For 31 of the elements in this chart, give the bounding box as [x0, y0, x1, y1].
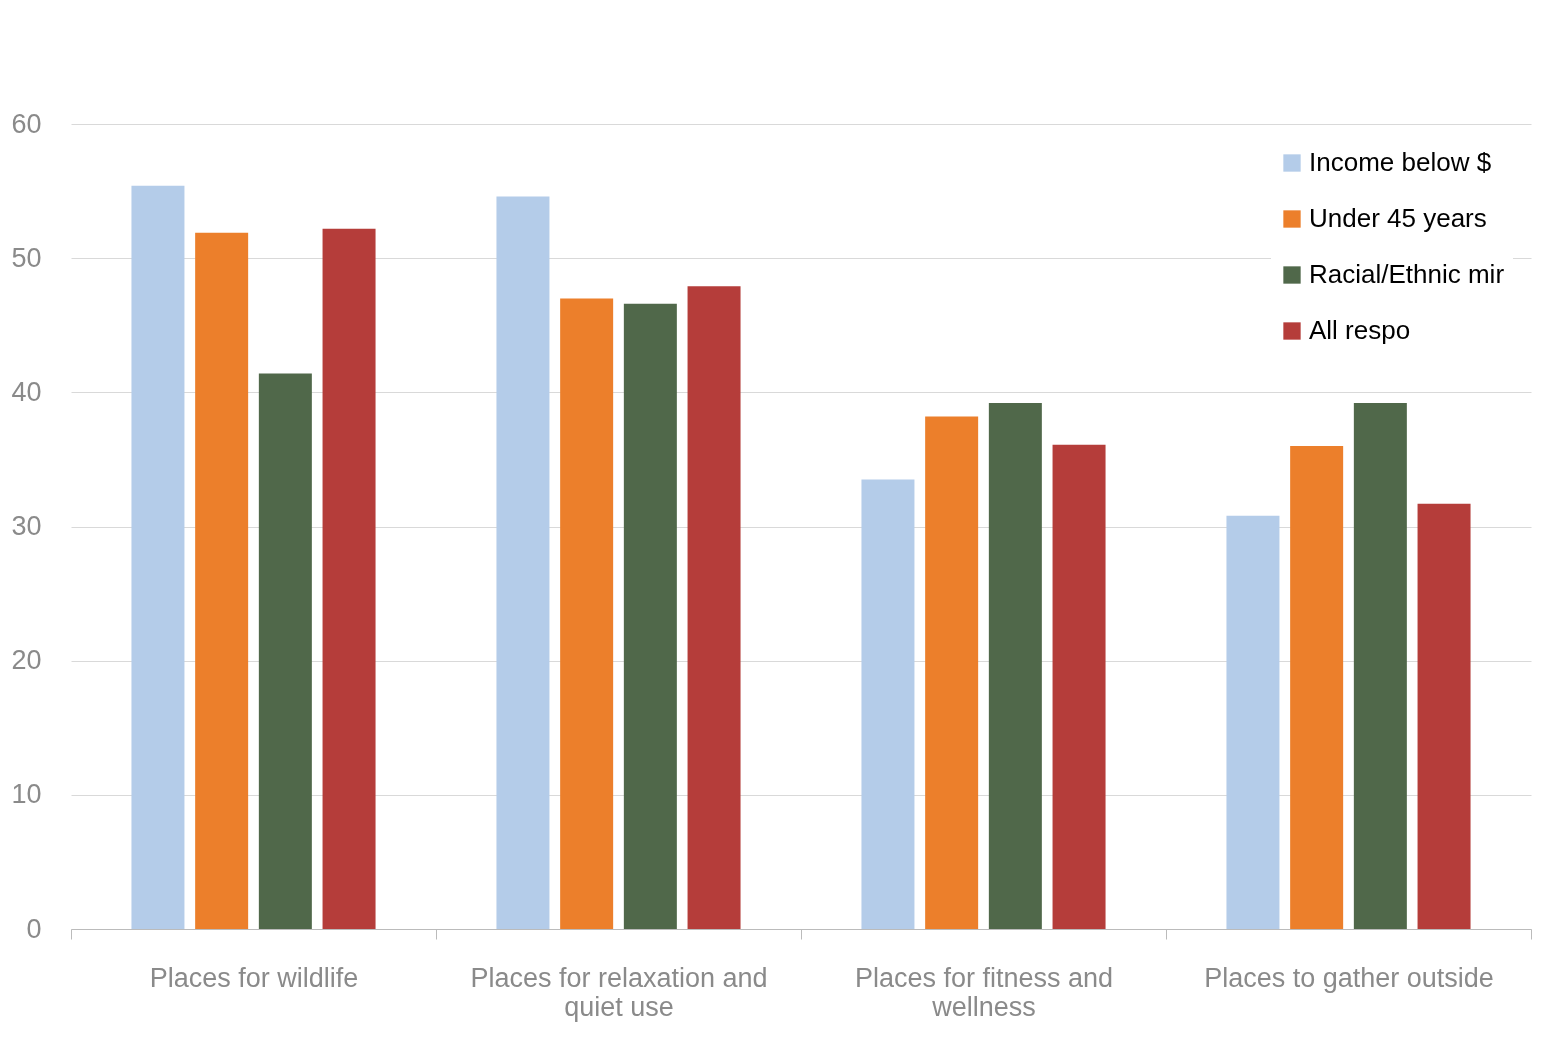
bar [195, 232, 249, 929]
x-tick-label: Places for relaxation and quiet use [470, 962, 768, 1022]
y-tick-label: 50 [11, 242, 42, 273]
bar [560, 298, 614, 929]
legend-label: Under 45 years [1309, 203, 1487, 233]
x-tick-label: Places for fitness and wellness [854, 962, 1114, 1022]
y-tick-label: 0 [26, 913, 42, 944]
bar [1290, 446, 1344, 929]
y-tick-label: 30 [11, 511, 42, 541]
bar [1353, 403, 1407, 929]
x-tick-label: Places for wildlife [149, 962, 359, 993]
y-tick-label: 40 [11, 376, 42, 407]
y-tick-label: 60 [11, 108, 42, 139]
bar [925, 416, 979, 929]
bar [1052, 444, 1106, 929]
bar [1417, 503, 1471, 929]
x-tick-label: Places to gather outside [1204, 962, 1494, 993]
bar [687, 286, 741, 929]
legend-label: All respo [1309, 315, 1411, 345]
y-tick-label: 20 [11, 645, 42, 676]
bar [258, 373, 312, 929]
bar [1226, 515, 1280, 929]
bar [322, 228, 376, 929]
bar [988, 403, 1042, 929]
bar [496, 196, 550, 929]
y-tick-label: 10 [11, 779, 42, 810]
bar [131, 185, 185, 929]
bar [861, 479, 915, 929]
legend-label: Income below $ [1309, 147, 1492, 177]
bar [623, 303, 677, 929]
legend-label: Racial/Ethnic mir [1309, 259, 1505, 289]
